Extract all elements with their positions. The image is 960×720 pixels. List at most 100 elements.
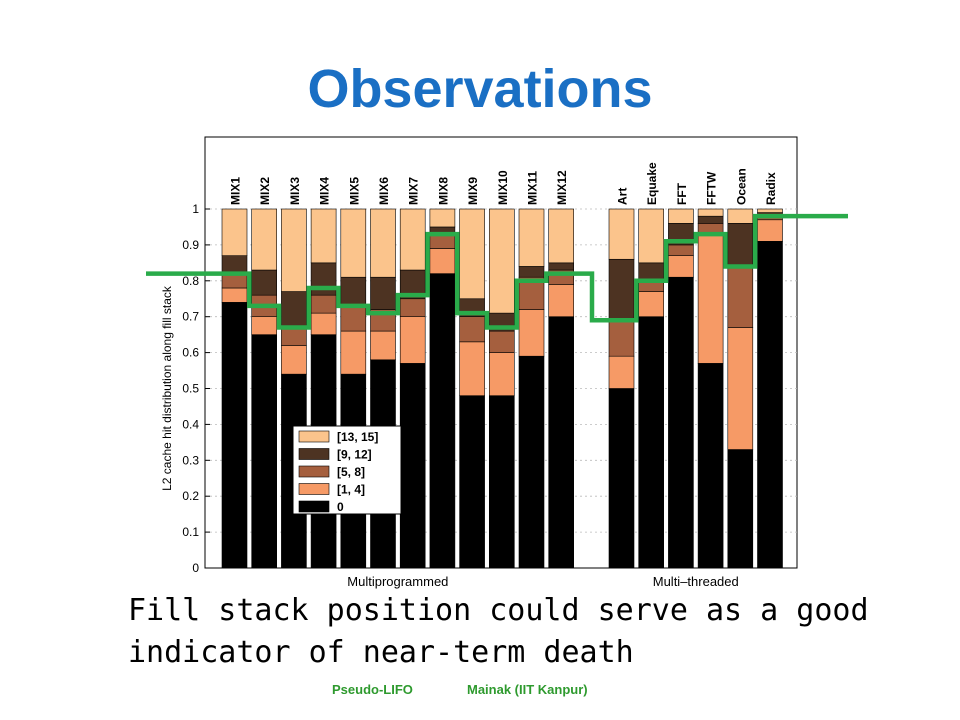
bar-segment [340, 208, 367, 278]
bar-segment [697, 363, 724, 569]
bar-segment [608, 355, 635, 389]
bar-segment [697, 208, 724, 217]
bar-segment [608, 208, 635, 260]
category-label: Ocean [734, 168, 748, 205]
bar-segment [399, 363, 426, 569]
bar-segment [281, 208, 307, 292]
bar-segment [668, 208, 694, 224]
bar-segment [370, 330, 396, 361]
bar-segment [757, 241, 783, 569]
caption-line-1: Fill stack position could serve as a goo… [128, 593, 869, 628]
stacked-bar-chart: 0 0.1 0.2 0.3 0.4 0.5 0.6 0.7 0.8 0.9 1 L2 cache hi… [146, 136, 848, 589]
y-tick-label: 0.7 [182, 310, 199, 324]
bar-segment [518, 309, 545, 357]
bar-segment [518, 355, 545, 569]
category-label: MIX10 [496, 170, 510, 205]
bar-segment [638, 316, 665, 569]
caption-line-2: indicator of near-term death [128, 635, 634, 670]
bar-segment [727, 266, 754, 328]
bar-segment [251, 316, 277, 335]
legend-label: [13, 15] [337, 430, 378, 444]
category-label: MIX8 [436, 177, 450, 205]
y-tick-label: 0.8 [182, 274, 199, 288]
bar-segment [429, 273, 456, 569]
bar-segment [727, 449, 754, 569]
bar-segment [488, 395, 515, 569]
y-axis-label: L2 cache hit distribution along fill sta… [160, 285, 174, 491]
bar-segment [488, 352, 515, 396]
bar-segment [370, 276, 396, 310]
category-label: FFTW [705, 171, 719, 205]
bar-segment [310, 262, 337, 296]
bar-segment [251, 208, 277, 271]
category-label: MIX4 [318, 177, 332, 205]
bar-segment [459, 341, 485, 396]
bar-segment [459, 316, 485, 343]
bar-segment [310, 312, 337, 335]
bar-segment [638, 291, 665, 318]
legend-swatch [298, 465, 330, 478]
legend-swatch [298, 483, 330, 495]
bar-segment [608, 388, 635, 569]
group-label: Multiprogrammed [347, 574, 448, 589]
category-label: MIX5 [347, 177, 361, 205]
bar-segment [668, 244, 694, 256]
bar-segment [429, 248, 456, 274]
bar-segment [488, 208, 515, 314]
category-label: FFT [675, 182, 689, 205]
bar-segment [757, 219, 783, 242]
legend-label: [1, 4] [337, 483, 365, 497]
bar-segment [340, 276, 367, 307]
category-label: Art [616, 188, 630, 205]
legend-swatch [298, 500, 330, 513]
bar-segment [727, 327, 754, 450]
bar-segment [399, 208, 426, 271]
bar-segment [399, 298, 426, 318]
category-label: MIX3 [288, 177, 302, 205]
legend-swatch [298, 448, 330, 460]
bar-segment [340, 330, 367, 375]
bar-segment [251, 334, 277, 569]
legend-label: 0 [337, 500, 344, 514]
bar-segment [548, 208, 575, 264]
bar-segment [697, 215, 724, 224]
bar-segment [668, 276, 694, 569]
slide-title: Observations [307, 59, 653, 119]
bar-segment [518, 266, 545, 278]
bar-segment [310, 294, 337, 314]
bar-segment [370, 208, 396, 278]
category-label: Equake [645, 162, 659, 205]
bar-segment [608, 319, 635, 357]
bar-segment [221, 287, 248, 303]
y-tick-label: 0.9 [182, 238, 199, 252]
y-tick-label: 0.5 [182, 382, 199, 396]
bar-segment [281, 291, 307, 328]
bar-segment [757, 208, 783, 213]
category-label: Radix [764, 172, 778, 205]
bar-segment [548, 262, 575, 271]
y-tick-label: 0.2 [182, 489, 199, 503]
bar-segment [429, 208, 456, 228]
bar-segment [548, 284, 575, 318]
bar-segment [221, 255, 248, 274]
bar-segment [459, 208, 485, 300]
footer-author: Mainak (IIT Kanpur) [467, 682, 588, 697]
bar-segment [697, 233, 724, 364]
y-tick-label: 0.6 [182, 346, 199, 360]
group-label: Multi–threaded [653, 574, 739, 589]
category-label: MIX7 [407, 177, 421, 205]
bar-segment [310, 208, 337, 264]
bar-segment [668, 255, 694, 278]
y-tick-label: 1 [192, 202, 199, 216]
bar-segment [459, 395, 485, 569]
y-tick-label: 0 [192, 561, 199, 575]
bar-segment [727, 223, 754, 267]
legend-label: [5, 8] [337, 465, 365, 479]
y-tick-label: 0.1 [182, 525, 199, 539]
bar-segment [281, 345, 307, 375]
legend-label: [9, 12] [337, 448, 372, 462]
step-line [146, 213, 848, 330]
category-label: MIX12 [555, 170, 569, 205]
bar-segment [251, 269, 277, 296]
bar-segment [221, 208, 248, 256]
